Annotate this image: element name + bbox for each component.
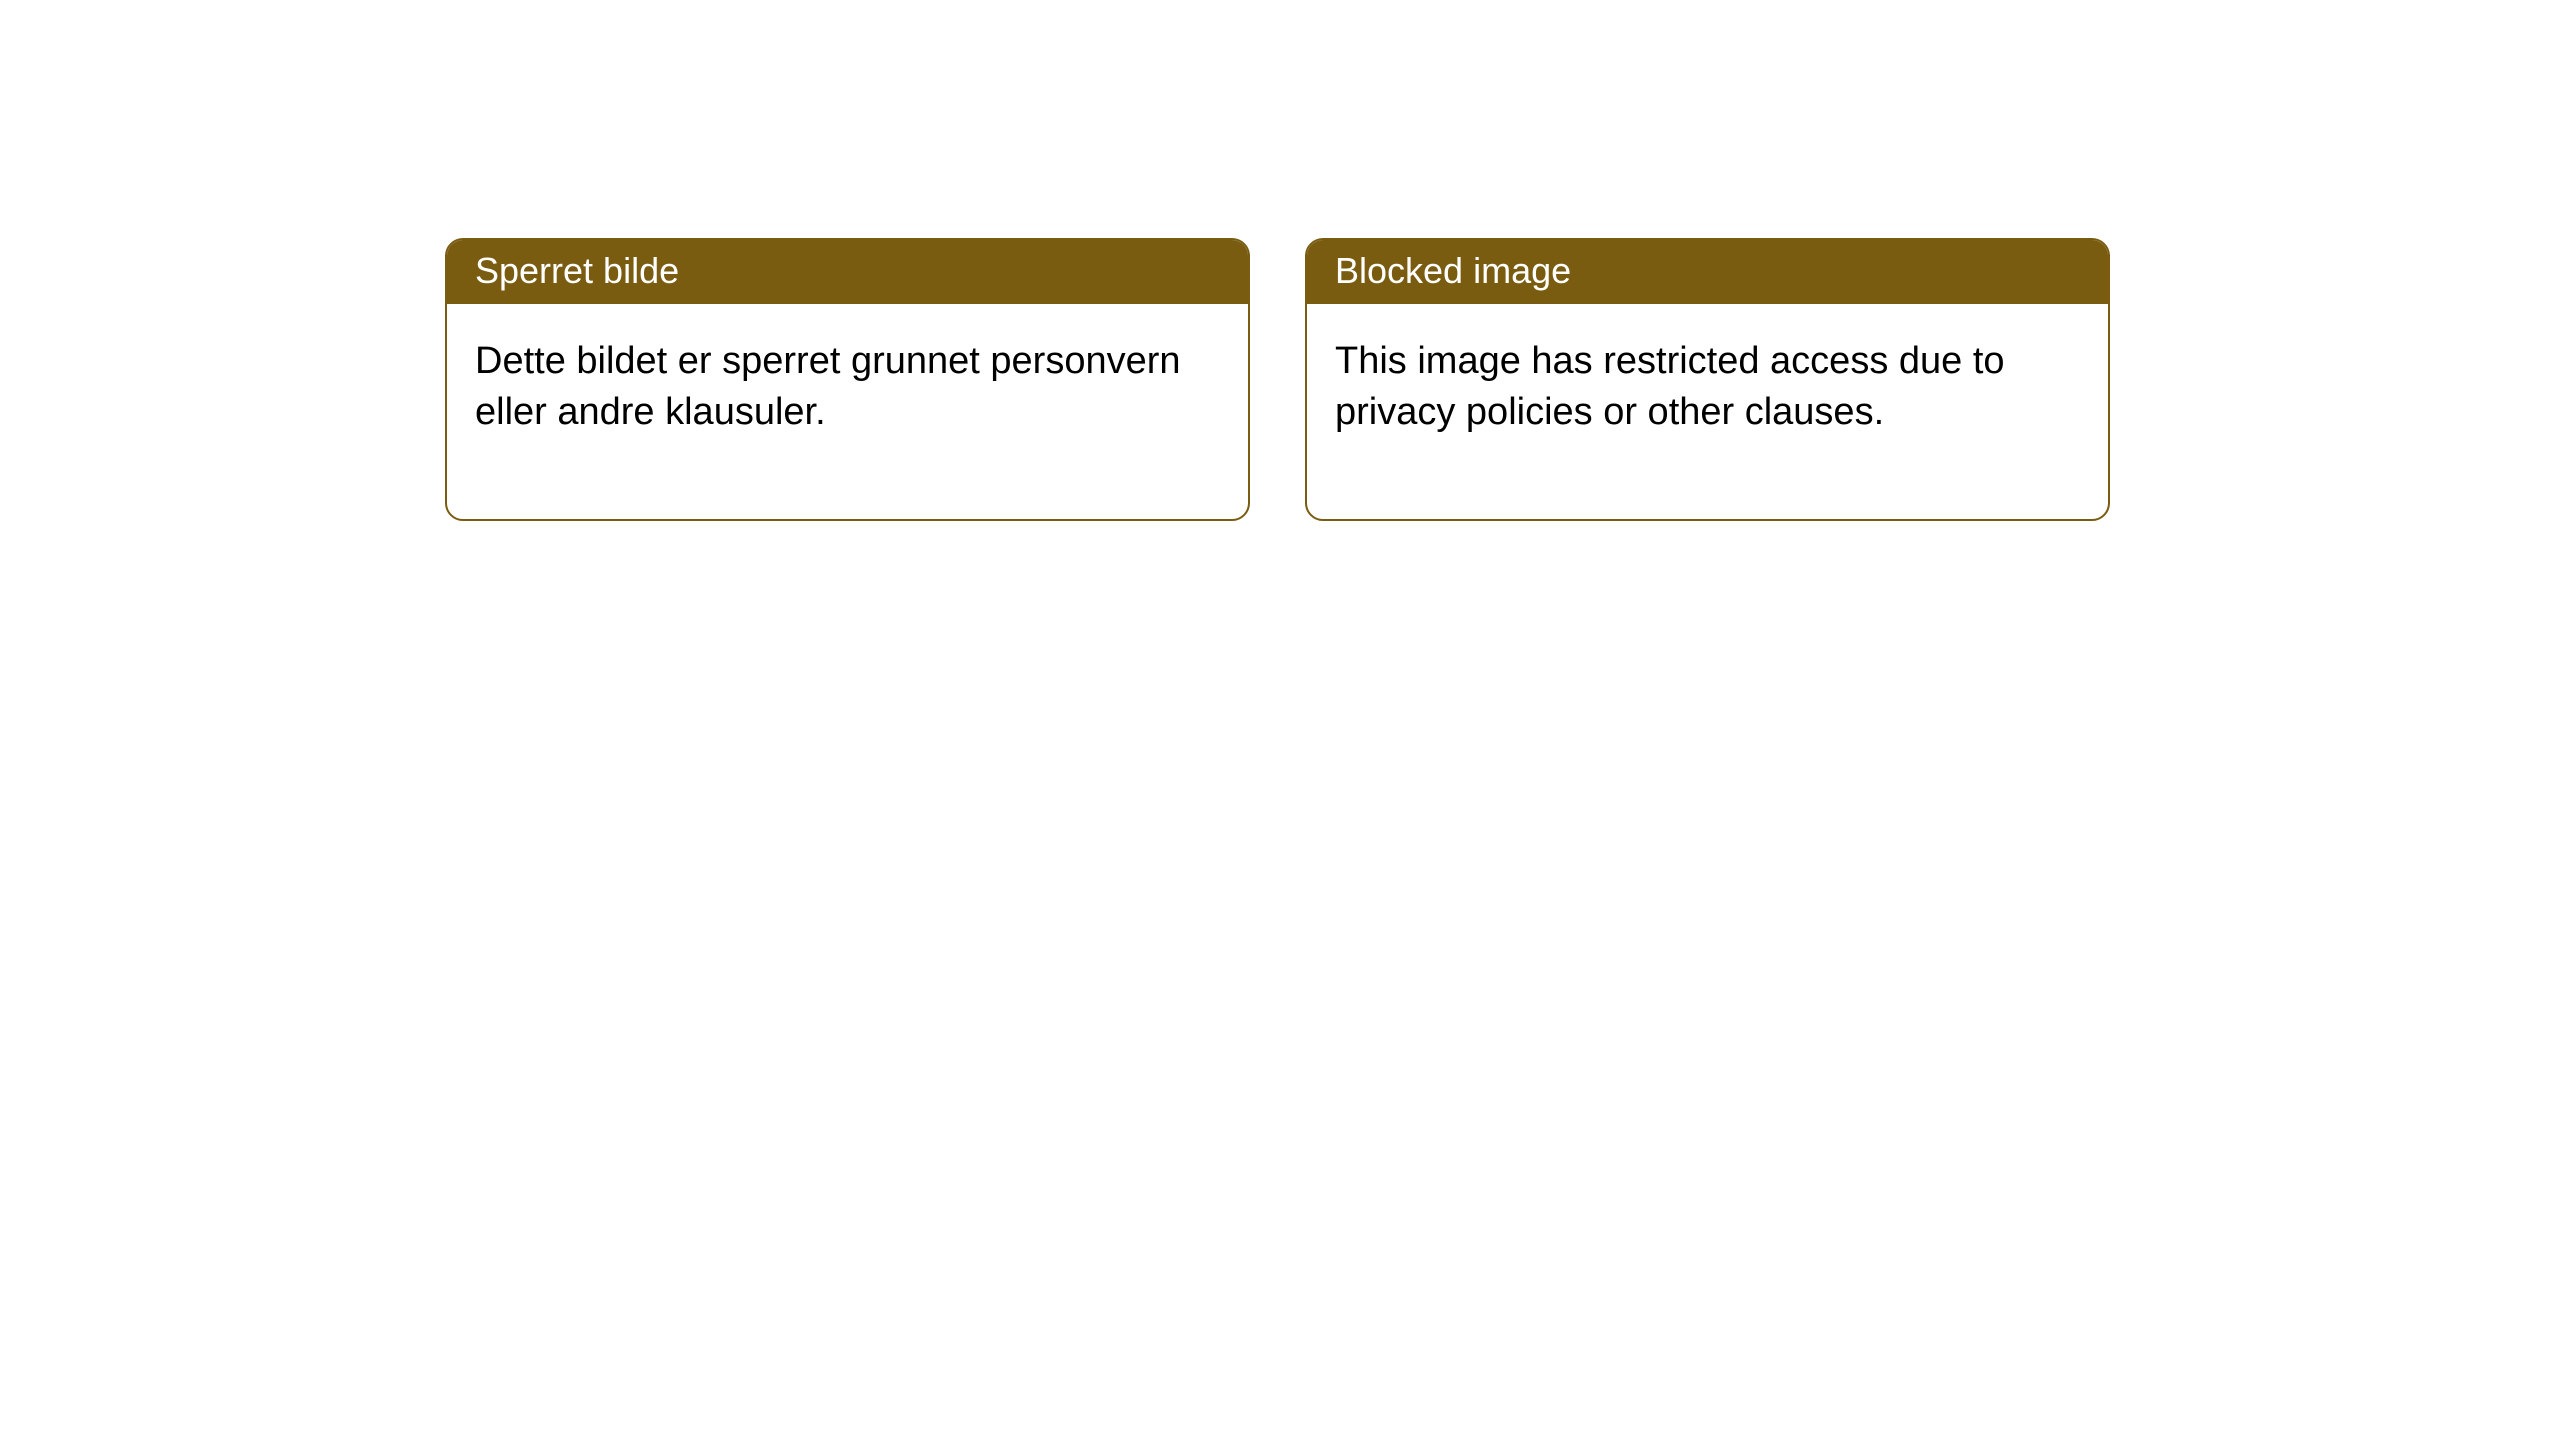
notice-card-norwegian: Sperret bilde Dette bildet er sperret gr… — [445, 238, 1250, 521]
notice-card-english: Blocked image This image has restricted … — [1305, 238, 2110, 521]
notice-container: Sperret bilde Dette bildet er sperret gr… — [445, 238, 2110, 521]
notice-header: Blocked image — [1307, 240, 2108, 304]
notice-body: This image has restricted access due to … — [1307, 304, 2108, 519]
notice-body: Dette bildet er sperret grunnet personve… — [447, 304, 1248, 519]
notice-body-text: Dette bildet er sperret grunnet personve… — [475, 340, 1181, 433]
notice-title: Sperret bilde — [475, 250, 679, 291]
notice-body-text: This image has restricted access due to … — [1335, 340, 2005, 433]
notice-header: Sperret bilde — [447, 240, 1248, 304]
notice-title: Blocked image — [1335, 250, 1571, 291]
